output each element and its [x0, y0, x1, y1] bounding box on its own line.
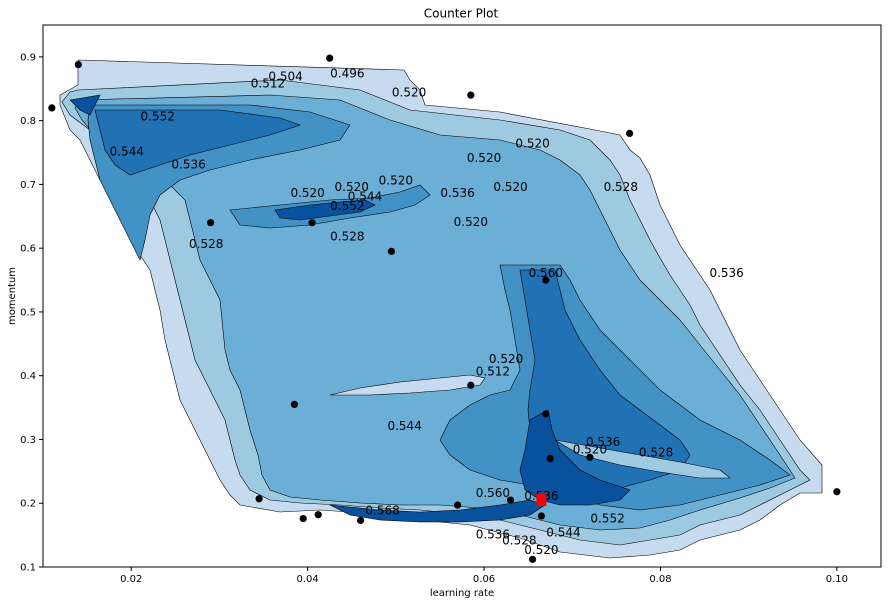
- sample-point: [542, 410, 550, 418]
- sample-point: [467, 91, 475, 99]
- contour-band-14: [69, 94, 101, 116]
- sample-point: [528, 555, 537, 563]
- contour-level-label: 0.520: [515, 136, 549, 150]
- sample-point: [506, 496, 515, 504]
- sample-point: [626, 129, 634, 137]
- contour-level-label: 0.536: [476, 527, 510, 541]
- y-tick-label: 0.1: [20, 563, 36, 574]
- contour-band-9: [329, 499, 546, 523]
- contour-level-label: 0.520: [335, 180, 369, 194]
- y-tick-label: 0.2: [20, 499, 36, 510]
- contour-level-label: 0.552: [330, 199, 364, 213]
- sample-point: [48, 104, 56, 112]
- axes-frame: [42, 24, 882, 568]
- sample-point: [290, 400, 298, 408]
- contour-level-label: 0.544: [546, 525, 580, 539]
- sample-point: [586, 453, 594, 461]
- contour-level-label: 0.520: [454, 215, 488, 229]
- contour-level-label: 0.520: [392, 85, 426, 99]
- best-point: [536, 494, 547, 507]
- contour-level-label: 0.528: [189, 237, 223, 251]
- contour-band-8: [519, 409, 631, 506]
- x-axis-label: learning rate: [430, 588, 494, 599]
- sample-point: [255, 495, 263, 503]
- sample-point: [326, 54, 334, 62]
- x-tick-label: 0.06: [473, 574, 495, 585]
- contour-band-5: [94, 109, 301, 176]
- contour-level-label: 0.552: [590, 511, 624, 525]
- contour-level-label: 0.536: [440, 186, 474, 200]
- y-tick-label: 0.6: [20, 244, 36, 255]
- contour-level-label: 0.528: [604, 180, 638, 194]
- chart-title: Counter Plot: [424, 7, 499, 21]
- contour-level-label: 0.536: [171, 157, 205, 171]
- contour-bands: [59, 59, 823, 559]
- sample-point: [299, 514, 307, 523]
- sample-point: [74, 60, 82, 69]
- contour-band-10: [329, 374, 486, 396]
- contour-band-11: [554, 439, 731, 479]
- contour-level-label: 0.568: [365, 504, 399, 518]
- sample-points: [48, 54, 841, 563]
- y-tick-label: 0.7: [20, 180, 36, 191]
- contour-level-label: 0.520: [493, 180, 527, 194]
- contour-level-label: 0.504: [268, 69, 302, 83]
- sample-point: [453, 501, 462, 509]
- contour-level-label: 0.552: [140, 110, 174, 124]
- sample-point: [207, 219, 215, 227]
- contour-level-label: 0.536: [709, 266, 743, 280]
- x-tick-label: 0.08: [649, 574, 671, 585]
- y-tick-label: 0.8: [20, 116, 36, 127]
- y-tick-label: 0.9: [20, 52, 36, 63]
- contour-band-13: [274, 199, 376, 221]
- contour-level-label: 0.520: [467, 151, 501, 165]
- contour-level-label: 0.544: [387, 419, 421, 433]
- sample-point: [467, 381, 475, 389]
- sample-point: [546, 455, 554, 463]
- x-tick-label: 0.10: [826, 574, 848, 585]
- contour-level-label: 0.560: [476, 486, 510, 500]
- contour-level-label: 0.528: [502, 534, 536, 548]
- contour-band-7: [519, 269, 691, 491]
- y-axis-label: momentum: [7, 267, 18, 325]
- y-tick-label: 0.5: [20, 307, 36, 318]
- y-tick-label: 0.4: [20, 371, 36, 382]
- x-tick-label: 0.02: [120, 574, 142, 585]
- contour-level-label: 0.560: [529, 266, 563, 280]
- contour-level-label: 0.528: [639, 446, 673, 460]
- sample-point: [308, 219, 316, 227]
- contour-level-label: 0.544: [348, 189, 382, 203]
- x-tick-label: 0.04: [296, 574, 318, 585]
- contour-level-label: 0.520: [379, 173, 413, 187]
- contour-level-label: 0.520: [524, 543, 558, 557]
- sample-point: [387, 247, 396, 255]
- contour-level-label: 0.512: [251, 76, 285, 90]
- contour-level-label: 0.512: [476, 365, 510, 379]
- sample-point: [356, 516, 365, 525]
- x-axis: 0.02 0.04 0.06 0.08 0.10: [120, 567, 848, 585]
- sample-point: [833, 488, 841, 496]
- sample-point: [314, 511, 322, 519]
- y-tick-label: 0.3: [20, 435, 36, 446]
- y-axis: 0.1 0.2 0.3 0.4 0.5 0.6 0.7 0.8 0.9: [20, 52, 43, 574]
- contour-level-label: 0.520: [489, 352, 523, 366]
- best-point-marker: [536, 494, 547, 507]
- contour-level-label: 0.544: [110, 145, 144, 159]
- contour-level-label: 0.520: [573, 442, 607, 456]
- contour-level-label: 0.528: [330, 230, 364, 244]
- contour-level-label: 0.536: [586, 435, 620, 449]
- contour-level-label: 0.496: [330, 66, 364, 80]
- contour-level-label: 0.520: [290, 186, 324, 200]
- sample-point: [537, 512, 545, 520]
- sample-point: [542, 276, 550, 284]
